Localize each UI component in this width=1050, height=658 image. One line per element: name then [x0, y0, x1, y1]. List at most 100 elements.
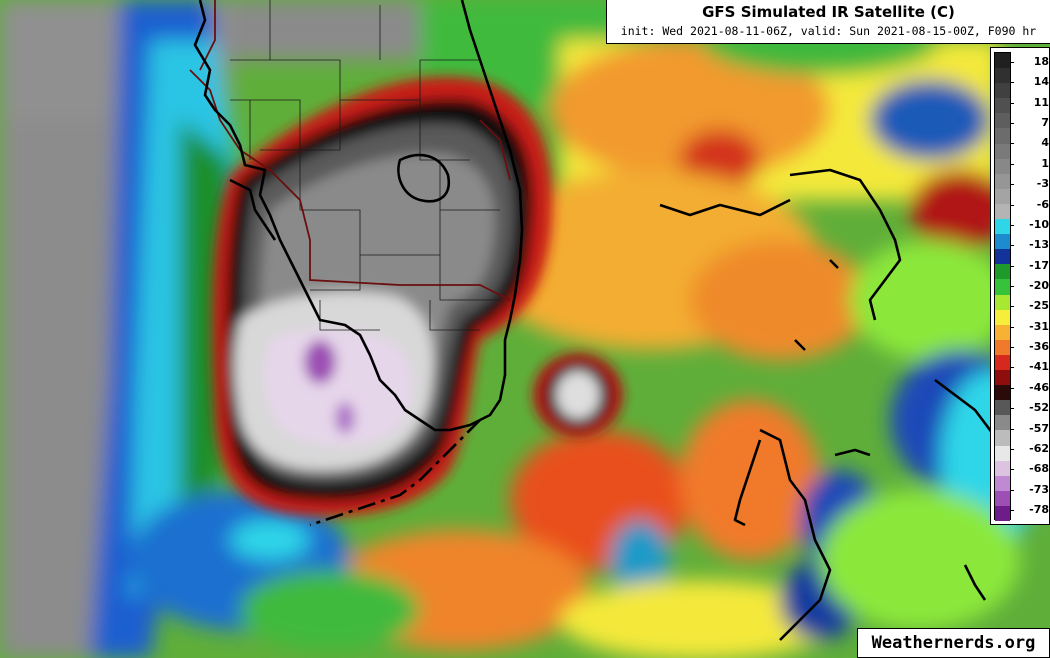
- colorbar-tick: [1011, 326, 1014, 328]
- map-subtitle: init: Wed 2021-08-11-06Z, valid: Sun 202…: [620, 24, 1037, 38]
- colorbar-tick-label: 11: [1033, 95, 1049, 109]
- colorbar-tick: [1011, 510, 1014, 511]
- cay-1: [834, 448, 871, 457]
- cay-2: [794, 339, 806, 351]
- colorbar-tick-label: 4: [1041, 136, 1049, 150]
- colorbar-tick-label: -17: [1029, 258, 1049, 272]
- colorbar-tick-label: -3: [1036, 177, 1049, 191]
- colorbar-segment: [995, 415, 1010, 431]
- colorbar-tick-label: -36: [1029, 340, 1049, 354]
- lake-okeechobee: [397, 153, 451, 203]
- colorbar-tick: [1011, 469, 1014, 471]
- colorbar-segment: [995, 294, 1010, 311]
- colorbar-tick-label: -20: [1029, 279, 1049, 292]
- colorbar-tick: [1011, 428, 1014, 430]
- colorbar-tick-label: -57: [1029, 421, 1049, 435]
- map-title-box: GFS Simulated IR Satellite (C) init: Wed…: [606, 0, 1050, 44]
- colorbar-tick: [1011, 82, 1014, 84]
- colorbar-tick-label: -6: [1036, 197, 1049, 211]
- colorbar-labels: 18 14 11 7 4 1 -3 -6 -10 -13 -17 -20 -25 -31 -36 -41 -46…: [1011, 52, 1049, 520]
- colorbar-tick: [1011, 245, 1014, 247]
- colorbar-segment: [995, 83, 1010, 99]
- florida-west-coast: [193, 0, 524, 432]
- colorbar-segment: [995, 339, 1010, 356]
- colorbar-tick-label: 14: [1033, 75, 1049, 89]
- colorbar-tick-label: -10: [1029, 217, 1049, 231]
- colorbar-segment: [995, 158, 1010, 175]
- cay-4: [963, 564, 987, 601]
- colorbar-segment: [995, 173, 1010, 190]
- colorbar-tick-label: -78: [1029, 503, 1049, 516]
- colorbar-tick-label: 7: [1041, 116, 1049, 130]
- cuba-north-coast: [759, 428, 832, 641]
- colorbar-tick-label: -31: [1029, 319, 1049, 333]
- cay-3: [829, 259, 839, 269]
- colorbar-segment: [995, 234, 1010, 250]
- colorbar-tick-label: -25: [1029, 299, 1049, 313]
- colorbar-tick-label: 18: [1033, 55, 1049, 68]
- colorbar-tick-label: -46: [1029, 380, 1049, 394]
- colorbar-segment: [995, 505, 1010, 522]
- colorbar-tick: [1011, 123, 1014, 125]
- colorbar-segment: [995, 203, 1010, 220]
- colorbar-tick: [1011, 367, 1014, 369]
- colorbar-tick: [1011, 408, 1014, 410]
- colorbar-segment: [995, 113, 1010, 129]
- colorbar-segment: [995, 128, 1010, 145]
- colorbar-tick-label: -62: [1029, 441, 1049, 455]
- colorbar-segment: [995, 279, 1010, 296]
- colorbar-segment: [995, 354, 1010, 371]
- colorbar-tick: [1011, 387, 1014, 389]
- colorbar-segment: [995, 249, 1010, 265]
- colorbar-tick-label: -41: [1029, 360, 1049, 374]
- colorbar-tick: [1011, 204, 1014, 206]
- colorbar-tick: [1011, 265, 1014, 267]
- colorbar-tick: [1011, 448, 1014, 450]
- colorbar-segment: [995, 143, 1010, 160]
- colorbar-legend: 18 14 11 7 4 1 -3 -6 -10 -13 -17 -20 -25 -31 -36 -41 -46…: [990, 47, 1050, 525]
- colorbar-segment: [995, 460, 1010, 477]
- andros-island: [659, 198, 791, 217]
- colorbar-ramp: [994, 52, 1011, 522]
- colorbar-segment: [995, 490, 1010, 507]
- credit-box[interactable]: Weathernerds.org: [857, 628, 1050, 658]
- colorbar-segment: [995, 445, 1010, 462]
- colorbar-segment: [995, 430, 1010, 446]
- credit-text[interactable]: Weathernerds.org: [871, 633, 1036, 653]
- colorbar-tick-label: -73: [1029, 482, 1049, 496]
- colorbar-tick: [1011, 163, 1014, 165]
- colorbar-segment: [995, 98, 1010, 114]
- colorbar-tick: [1011, 224, 1014, 226]
- county-boundaries: [230, 0, 500, 331]
- colorbar-tick: [1011, 184, 1014, 186]
- colorbar-segment: [995, 385, 1010, 401]
- colorbar-segment: [995, 309, 1010, 326]
- colorbar-tick: [1011, 286, 1014, 287]
- colorbar-tick: [1011, 62, 1014, 63]
- colorbar-segment: [995, 475, 1010, 492]
- colorbar-tick-label: 1: [1041, 156, 1049, 170]
- colorbar-segment: [995, 188, 1010, 205]
- colorbar-tick: [1011, 489, 1014, 491]
- colorbar-segment: [995, 324, 1010, 341]
- tampa-bay: [229, 178, 277, 241]
- colorbar-segment: [995, 400, 1010, 416]
- colorbar-tick: [1011, 102, 1014, 104]
- colorbar-segment: [995, 53, 1010, 69]
- colorbar-tick-label: -13: [1029, 238, 1049, 252]
- colorbar-tick: [1011, 347, 1014, 349]
- colorbar-segment: [995, 68, 1010, 84]
- colorbar-tick: [1011, 306, 1014, 308]
- cuba-inner-coast: [733, 439, 762, 527]
- colorbar-segment: [995, 264, 1010, 280]
- colorbar-tick-label: -52: [1029, 401, 1049, 415]
- colorbar-tick-label: -68: [1029, 462, 1049, 476]
- colorbar-segment: [995, 219, 1010, 235]
- map-title: GFS Simulated IR Satellite (C): [702, 3, 955, 21]
- grand-bahama: [789, 168, 902, 321]
- colorbar-tick: [1011, 143, 1014, 145]
- colorbar-segment: [995, 370, 1010, 386]
